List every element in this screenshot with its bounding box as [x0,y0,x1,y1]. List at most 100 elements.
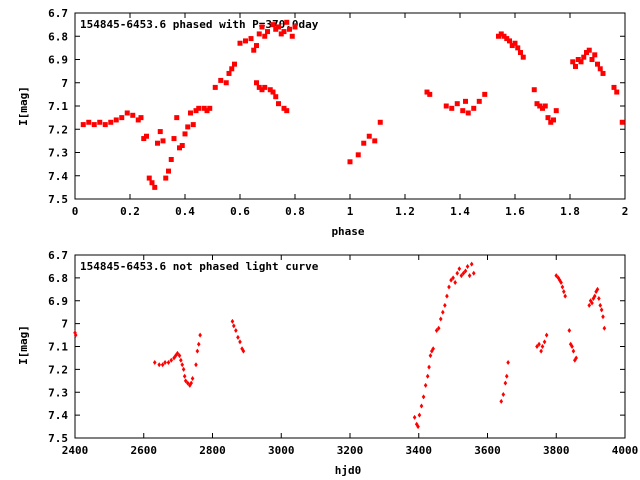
phased-data-point [460,108,466,114]
unphased-x-tick-label: 3200 [337,444,364,457]
phased-y-tick-label: 7.3 [48,147,68,160]
phased-data-point [531,87,537,93]
unphased-y-tick-label: 6.8 [48,272,68,285]
phased-data-point [278,31,284,37]
phased-data-point [108,119,114,125]
unphased-data-point [535,344,539,349]
unphased-y-tick-label: 7.4 [48,409,68,422]
phased-data-point [265,29,270,35]
unphased-data-point [540,344,545,349]
unphased-data-point [232,323,236,329]
unphased-data-point [573,357,577,363]
phased-y-tick-label: 7.4 [48,170,68,183]
phased-data-point [424,89,430,95]
phased-y-tick-label: 7 [61,77,68,90]
phased-data-point [262,84,268,90]
phased-data-point [355,152,361,158]
phased-data-point [465,110,471,116]
phased-data-point [130,112,136,118]
phased-data-point [237,40,243,46]
unphased-data-point [416,424,420,430]
unphased-data-point [504,373,509,379]
unphased-light-curve-panel: 154845-6453.6 not phased light curve hjd… [17,249,638,477]
phased-data-point [586,47,592,53]
unphased-y-tick-label: 7.2 [48,363,68,376]
phased-data-point [179,143,185,149]
phased-data-point [281,105,287,111]
phased-data-point [614,89,620,95]
unphased-data-point [185,380,190,386]
phased-x-axis-title: phase [331,225,364,238]
unphased-data-point [595,286,600,292]
phased-data-point [182,131,188,137]
phased-data-point [171,136,177,142]
phased-data-point [91,122,97,128]
phased-data-point [287,26,292,32]
unphased-data-point [457,266,462,272]
phased-data-point [542,103,548,109]
phased-data-point [540,105,545,111]
phased-data-point [597,66,603,72]
phased-data-point [254,43,259,49]
phased-data-point [185,124,191,130]
unphased-data-point [427,364,431,370]
unphased-data-point [469,261,474,267]
phased-x-tick-label: 2 [622,205,629,218]
unphased-data-point [198,332,202,338]
unphased-data-point [503,380,508,386]
unphased-data-point [194,362,198,368]
unphased-data-point [563,293,567,299]
phased-x-tick-label: 0.6 [230,205,250,218]
phased-data-point [80,122,86,128]
phased-data-point [166,168,171,174]
phased-data-point [482,91,488,97]
unphased-data-point [73,332,78,338]
unphased-data-point [419,403,424,409]
phased-data-point [289,33,295,39]
phased-data-point [226,70,232,76]
phased-data-point [284,108,290,114]
phased-data-point [212,84,218,90]
unphased-y-tick-label: 7 [61,318,68,331]
unphased-data-point [601,314,605,320]
phased-data-point [243,38,248,44]
unphased-data-point [463,268,468,274]
phased-data-point [548,119,554,125]
unphased-data-point [428,353,433,359]
phased-data-point [509,43,515,49]
unphased-data-point [425,373,430,379]
unphased-data-point [599,307,604,313]
unphased-x-tick-label: 2600 [131,444,158,457]
unphased-data-point [190,376,195,382]
unphased-data-point [453,279,457,285]
unphased-data-point [431,346,435,352]
phased-y-tick-label: 7.1 [48,100,68,113]
unphased-data-point [467,273,472,279]
phased-data-point [515,45,521,51]
phased-data-point [232,61,237,67]
phased-data-point [578,59,584,65]
phased-data-point [138,115,144,121]
unphased-plot-title: 154845-6453.6 not phased light curve [80,260,319,273]
phased-data-point [256,31,262,37]
unphased-data-point [560,284,565,290]
phased-data-point [102,122,108,128]
unphased-data-point [592,293,597,299]
unphased-data-point [163,360,167,366]
phased-data-point [284,19,290,25]
phased-data-point [553,108,559,114]
unphased-data-point [181,366,186,372]
unphased-x-tick-label: 3600 [474,444,501,457]
unphased-data-point [449,277,453,283]
phased-data-point [188,110,193,116]
unphased-x-tick-label: 4000 [612,444,639,457]
phased-x-tick-label: 1.6 [505,205,525,218]
unphased-data-point [152,360,157,366]
phased-data-point [377,119,383,125]
phased-data-point [262,33,268,39]
unphased-data-point [544,332,549,338]
phased-data-point [537,103,543,109]
phased-data-point [281,29,287,35]
unphased-data-point [189,380,193,386]
unphased-data-point [537,341,541,347]
